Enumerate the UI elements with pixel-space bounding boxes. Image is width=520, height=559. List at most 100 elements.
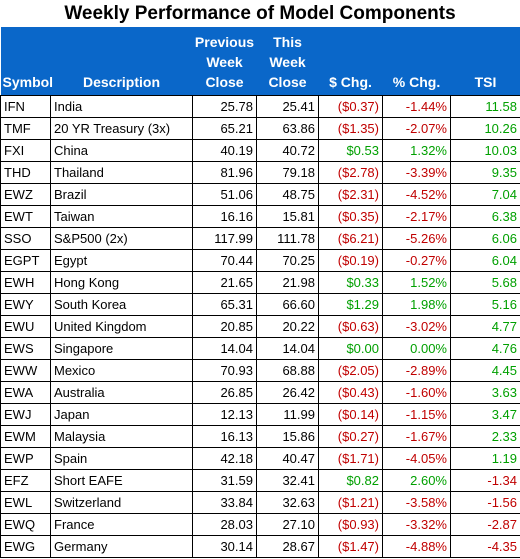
cell-this-close: 14.04 — [256, 336, 319, 360]
header-prev-line3: Close — [205, 73, 244, 90]
cell-tsi: 7.04 — [450, 182, 520, 206]
cell-dollar-change: ($0.63) — [318, 314, 383, 338]
cell-symbol: EWM — [0, 424, 51, 448]
cell-symbol: IFN — [0, 94, 51, 118]
cell-percent-change: -1.15% — [382, 402, 451, 426]
cell-this-close: 25.41 — [256, 94, 319, 118]
header-previous-week-close: Previous Week Close — [192, 27, 257, 95]
cell-symbol: EWT — [0, 204, 51, 228]
cell-tsi: 6.04 — [450, 248, 520, 272]
cell-percent-change: 2.60% — [382, 468, 451, 492]
cell-previous-close: 70.93 — [192, 358, 257, 382]
cell-percent-change: 0.00% — [382, 336, 451, 360]
cell-description: S&P500 (2x) — [50, 226, 193, 250]
table-row: EWZ Brazil 51.06 48.75 ($2.31) -4.52% 7.04 — [0, 182, 520, 206]
cell-percent-change: 1.98% — [382, 292, 451, 316]
cell-dollar-change: ($0.43) — [318, 380, 383, 404]
cell-previous-close: 33.84 — [192, 490, 257, 514]
table-row: EWM Malaysia 16.13 15.86 ($0.27) -1.67% 2.33 — [0, 424, 520, 448]
cell-description: China — [50, 138, 193, 162]
cell-dollar-change: ($0.93) — [318, 512, 383, 536]
cell-dollar-change: ($1.47) — [318, 534, 383, 558]
cell-this-close: 28.67 — [256, 534, 319, 558]
cell-percent-change: -2.89% — [382, 358, 451, 382]
cell-dollar-change: ($2.31) — [318, 182, 383, 206]
cell-this-close: 27.10 — [256, 512, 319, 536]
cell-this-close: 40.47 — [256, 446, 319, 470]
cell-symbol: EWS — [0, 336, 51, 360]
cell-previous-close: 31.59 — [192, 468, 257, 492]
cell-dollar-change: $0.53 — [318, 138, 383, 162]
cell-previous-close: 12.13 — [192, 402, 257, 426]
cell-description: India — [50, 94, 193, 118]
cell-dollar-change: ($1.35) — [318, 116, 383, 140]
table-row: EWH Hong Kong 21.65 21.98 $0.33 1.52% 5.68 — [0, 270, 520, 294]
cell-dollar-change: $0.33 — [318, 270, 383, 294]
cell-symbol: EWH — [0, 270, 51, 294]
cell-tsi: -4.35 — [450, 534, 520, 558]
cell-tsi: 10.03 — [450, 138, 520, 162]
cell-symbol: EWU — [0, 314, 51, 338]
cell-description: Australia — [50, 380, 193, 404]
cell-tsi: 5.16 — [450, 292, 520, 316]
table-row: EWW Mexico 70.93 68.88 ($2.05) -2.89% 4.45 — [0, 358, 520, 382]
cell-tsi: 3.63 — [450, 380, 520, 404]
table-row: EWA Australia 26.85 26.42 ($0.43) -1.60% 3.63 — [0, 380, 520, 404]
cell-dollar-change: $0.00 — [318, 336, 383, 360]
cell-percent-change: -3.39% — [382, 160, 451, 184]
table-row: TMF 20 YR Treasury (3x) 65.21 63.86 ($1.35) -… — [0, 116, 520, 140]
cell-description: Mexico — [50, 358, 193, 382]
cell-dollar-change: ($1.21) — [318, 490, 383, 514]
cell-description: Taiwan — [50, 204, 193, 228]
cell-description: Brazil — [50, 182, 193, 206]
table-row: EWY South Korea 65.31 66.60 $1.29 1.98% 5.16 — [0, 292, 520, 316]
cell-description: France — [50, 512, 193, 536]
cell-this-close: 32.41 — [256, 468, 319, 492]
cell-previous-close: 28.03 — [192, 512, 257, 536]
cell-symbol: EWG — [0, 534, 51, 558]
cell-percent-change: -1.44% — [382, 94, 451, 118]
cell-symbol: EWZ — [0, 182, 51, 206]
cell-this-close: 20.22 — [256, 314, 319, 338]
cell-dollar-change: ($0.35) — [318, 204, 383, 228]
cell-previous-close: 40.19 — [192, 138, 257, 162]
cell-symbol: EWY — [0, 292, 51, 316]
cell-previous-close: 25.78 — [192, 94, 257, 118]
cell-symbol: EWL — [0, 490, 51, 514]
cell-description: Spain — [50, 446, 193, 470]
cell-tsi: 5.68 — [450, 270, 520, 294]
cell-this-close: 21.98 — [256, 270, 319, 294]
cell-tsi: 6.06 — [450, 226, 520, 250]
cell-this-close: 68.88 — [256, 358, 319, 382]
cell-percent-change: -4.88% — [382, 534, 451, 558]
cell-description: Switzerland — [50, 490, 193, 514]
table-row: EWP Spain 42.18 40.47 ($1.71) -4.05% 1.19 — [0, 446, 520, 470]
cell-this-close: 79.18 — [256, 160, 319, 184]
cell-this-close: 32.63 — [256, 490, 319, 514]
cell-percent-change: -4.52% — [382, 182, 451, 206]
header-this-week-close: This Week Close — [256, 27, 319, 95]
cell-symbol: EWW — [0, 358, 51, 382]
cell-description: 20 YR Treasury (3x) — [50, 116, 193, 140]
cell-this-close: 15.86 — [256, 424, 319, 448]
cell-percent-change: -1.60% — [382, 380, 451, 404]
cell-this-close: 48.75 — [256, 182, 319, 206]
cell-symbol: TMF — [0, 116, 51, 140]
cell-this-close: 70.25 — [256, 248, 319, 272]
table-row: IFN India 25.78 25.41 ($0.37) -1.44% 11.58 — [0, 94, 520, 118]
cell-description: Japan — [50, 402, 193, 426]
cell-previous-close: 16.13 — [192, 424, 257, 448]
performance-table: Symbol Description Previous Week Close T… — [0, 27, 520, 558]
table-row: EWT Taiwan 16.16 15.81 ($0.35) -2.17% 6.38 — [0, 204, 520, 228]
cell-symbol: SSO — [0, 226, 51, 250]
cell-percent-change: -3.58% — [382, 490, 451, 514]
cell-symbol: FXI — [0, 138, 51, 162]
cell-description: Germany — [50, 534, 193, 558]
cell-percent-change: -5.26% — [382, 226, 451, 250]
cell-symbol: EWA — [0, 380, 51, 404]
table-row: THD Thailand 81.96 79.18 ($2.78) -3.39% 9.35 — [0, 160, 520, 184]
table-row: EWQ France 28.03 27.10 ($0.93) -3.32% -2.87 — [0, 512, 520, 536]
cell-description: Singapore — [50, 336, 193, 360]
cell-previous-close: 30.14 — [192, 534, 257, 558]
cell-previous-close: 14.04 — [192, 336, 257, 360]
